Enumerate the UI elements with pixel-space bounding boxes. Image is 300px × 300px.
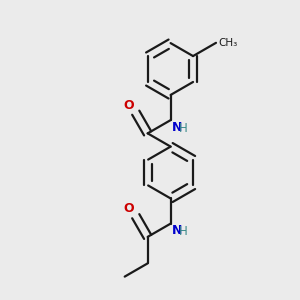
Text: O: O xyxy=(124,202,134,215)
Text: O: O xyxy=(124,98,134,112)
Text: N: N xyxy=(172,121,182,134)
Text: CH₃: CH₃ xyxy=(218,38,238,48)
Text: N: N xyxy=(172,224,182,237)
Text: H: H xyxy=(179,122,188,135)
Text: H: H xyxy=(178,225,187,238)
